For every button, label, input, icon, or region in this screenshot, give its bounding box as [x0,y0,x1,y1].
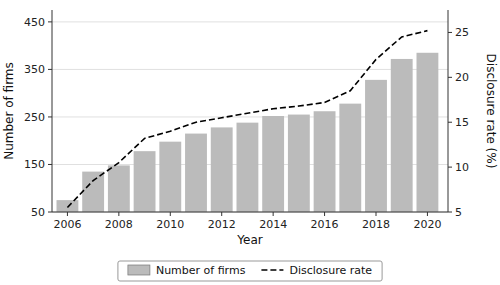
chart: 2006200820102012201420162018202050150250… [0,0,500,285]
marks [57,31,439,212]
x-tick [427,212,428,216]
legend-swatch [261,269,283,271]
y-axis-line [52,10,53,212]
y2-tick-label: 15 [455,116,469,129]
bar [108,165,130,212]
y2-tick-label: 10 [455,161,469,174]
y-tick-label: 250 [24,111,45,124]
x-tick-label: 2012 [208,218,236,231]
x-tick-label: 2014 [259,218,287,231]
y-tick-label: 450 [24,16,45,29]
y2-axis-line [448,10,449,212]
x-tick [221,212,222,216]
legend-label: Disclosure rate [289,264,372,277]
axes: 2006200820102012201420162018202050150250… [24,10,469,231]
y-tick [48,116,52,117]
bar-series [57,53,439,212]
bar [339,104,361,212]
x-tick-label: 2018 [362,218,390,231]
bar [134,151,156,212]
bar [314,111,336,212]
line [67,31,427,208]
y-tick-label: 50 [31,206,45,219]
bar [365,80,387,212]
x-tick-label: 2010 [156,218,184,231]
x-tick [376,212,377,216]
y-axis-label: Number of firms [2,62,16,160]
y2-tick [448,212,452,213]
x-tick [273,212,274,216]
bar [185,134,207,212]
bar [57,200,79,212]
y2-tick-label: 20 [455,71,469,84]
x-axis-label: Year [236,233,262,247]
y2-tick-label: 25 [455,26,469,39]
bar [237,123,259,212]
y-tick-label: 350 [24,63,45,76]
x-tick-label: 2016 [311,218,339,231]
x-tick-label: 2008 [105,218,133,231]
bar [262,116,284,212]
bar [211,127,233,212]
bar [159,142,181,212]
y2-tick [448,32,452,33]
y-tick [48,21,52,22]
grid-line [52,212,448,213]
bar [82,172,104,212]
y-tick-label: 150 [24,158,45,171]
x-tick-label: 2006 [53,218,81,231]
bar [391,59,413,212]
background [0,0,500,285]
x-tick [118,212,119,216]
y-tick [48,164,52,165]
grid-line [52,69,448,70]
y2-axis-label: Disclosure rate (%) [484,54,498,169]
bar [288,115,310,212]
bar [417,53,439,212]
x-tick-label: 2020 [413,218,441,231]
x-tick [170,212,171,216]
grid-line [52,21,448,22]
legend: Number of firms Disclosure rate [118,261,382,281]
x-tick [324,212,325,216]
x-axis-line [52,212,448,213]
legend-label: Number of firms [156,264,246,277]
y2-tick [448,77,452,78]
y-tick [48,69,52,70]
y2-tick-label: 5 [455,206,462,219]
chart-container: 2006200820102012201420162018202050150250… [0,0,500,285]
y2-tick [448,122,452,123]
legend-swatch [128,265,150,275]
x-tick [67,212,68,216]
grid-line [52,116,448,117]
legend-box [118,261,382,281]
y-tick [48,212,52,213]
y2-tick [448,167,452,168]
